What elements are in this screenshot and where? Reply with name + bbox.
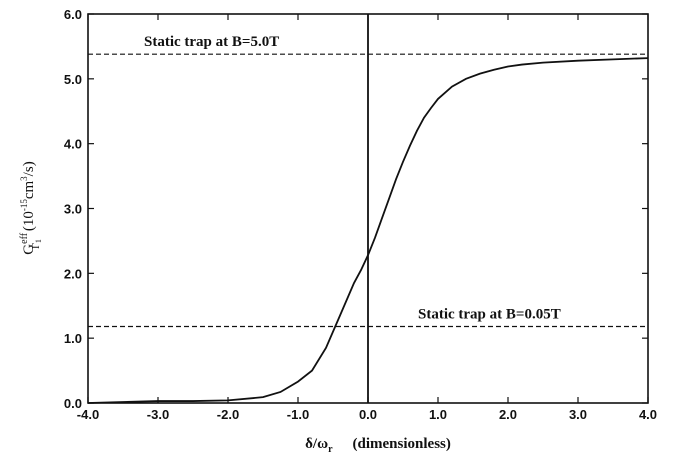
y-label-units-post: /s) bbox=[21, 161, 37, 176]
x-tick-label: -2.0 bbox=[217, 407, 239, 422]
y-label-units-exp: -15 bbox=[19, 199, 29, 211]
x-axis-symbol-sub: r bbox=[328, 444, 333, 455]
x-axis-label: δ/ωr (dimensionless) bbox=[305, 436, 451, 455]
x-axis-symbol: δ/ω bbox=[305, 436, 328, 452]
y-tick-label: 6.0 bbox=[64, 7, 82, 22]
ticks-group: -4.0 -3.0 -2.0 -1.0 0.0 1.0 2.0 3.0 4.0 0.0 1.0 2.0… bbox=[64, 7, 657, 422]
y-tick-label: 0.0 bbox=[64, 396, 82, 411]
y-tick-label: 1.0 bbox=[64, 331, 82, 346]
x-tick-label: -1.0 bbox=[287, 407, 309, 422]
x-tick-label: 3.0 bbox=[569, 407, 587, 422]
y-label-g: G bbox=[21, 244, 37, 255]
x-tick-label: 4.0 bbox=[639, 407, 657, 422]
x-axis-note: (dimensionless) bbox=[353, 436, 451, 452]
x-tick-label: -3.0 bbox=[147, 407, 169, 422]
reference-line-label: Static trap at B=5.0T bbox=[144, 34, 279, 50]
y-label-sub: Γ bbox=[31, 243, 42, 249]
x-tick-label: -4.0 bbox=[77, 407, 99, 422]
reference-lines-group bbox=[88, 14, 648, 403]
svg-text:GeffΓ1(10-15cm3/s): GeffΓ1 (10-15cm3/s) bbox=[19, 161, 43, 254]
y-label-units-mid: cm bbox=[21, 180, 37, 199]
y-label-units-exp2: 3 bbox=[19, 176, 29, 181]
y-tick-label: 4.0 bbox=[64, 137, 82, 152]
y-label-subsub: 1 bbox=[34, 239, 43, 243]
y-tick-label: 3.0 bbox=[64, 202, 82, 217]
reference-line-label: Static trap at B=0.05T bbox=[418, 306, 561, 322]
x-tick-label: 0.0 bbox=[359, 407, 377, 422]
x-tick-label: 2.0 bbox=[499, 407, 517, 422]
y-label-units-pre: (10 bbox=[21, 211, 37, 231]
x-tick-label: 1.0 bbox=[429, 407, 447, 422]
reference-labels-group: Static trap at B=5.0T Static trap at B=0.… bbox=[144, 34, 561, 322]
series-line bbox=[87, 57, 649, 404]
y-tick-label: 2.0 bbox=[64, 266, 82, 281]
y-label-sup: eff bbox=[19, 232, 30, 244]
y-tick-label: 5.0 bbox=[64, 72, 82, 87]
y-axis-label: GeffΓ1 (10-15cm3/s) bbox=[19, 161, 43, 254]
